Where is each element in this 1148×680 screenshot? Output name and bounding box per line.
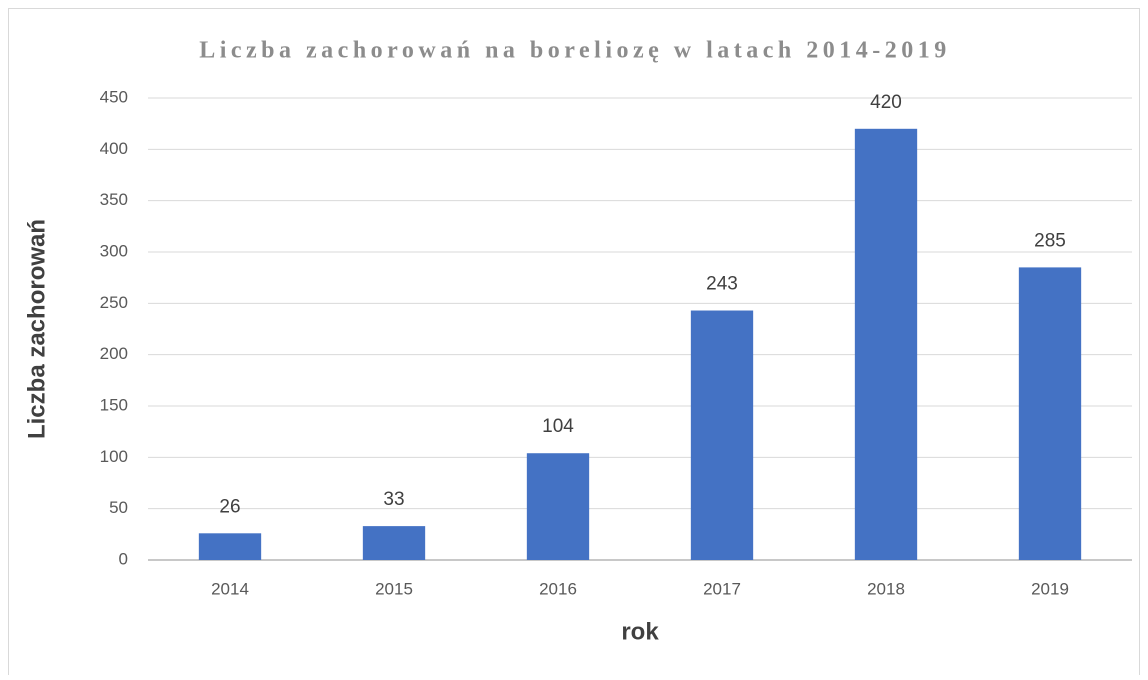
data-label: 33: [383, 489, 404, 510]
y-tick-label: 250: [100, 293, 128, 312]
y-tick-label: 50: [109, 498, 128, 517]
bar: [690, 310, 754, 560]
data-label: 420: [870, 92, 902, 113]
data-label: 104: [542, 416, 574, 437]
x-axis-title: rok: [621, 618, 659, 645]
chart-border: [8, 8, 1140, 680]
bar: [198, 533, 262, 560]
bar: [854, 128, 918, 561]
y-tick-label: 350: [100, 190, 128, 209]
y-tick-label: 300: [100, 241, 128, 260]
x-tick-label: 2015: [375, 579, 413, 598]
y-tick-label: 150: [100, 395, 128, 414]
y-axis-title: Liczba zachorowań: [23, 219, 50, 439]
x-tick-label: 2016: [539, 579, 577, 598]
y-tick-label: 400: [100, 139, 128, 158]
y-tick-label: 100: [100, 447, 128, 466]
x-tick-label: 2017: [703, 579, 741, 598]
bar: [526, 453, 590, 560]
data-label: 26: [219, 496, 240, 517]
data-label: 243: [706, 274, 738, 295]
bar: [1018, 267, 1082, 560]
chart-title: Liczba zachorowań na boreliozę w latach …: [199, 38, 951, 64]
y-tick-label: 450: [100, 87, 128, 106]
y-tick-label: 200: [100, 344, 128, 363]
x-tick-label: 2019: [1031, 579, 1069, 598]
data-label: 285: [1034, 230, 1066, 251]
y-tick-label: 0: [119, 549, 128, 568]
bar: [362, 526, 426, 560]
x-tick-label: 2014: [211, 579, 249, 598]
x-tick-label: 2018: [867, 579, 905, 598]
